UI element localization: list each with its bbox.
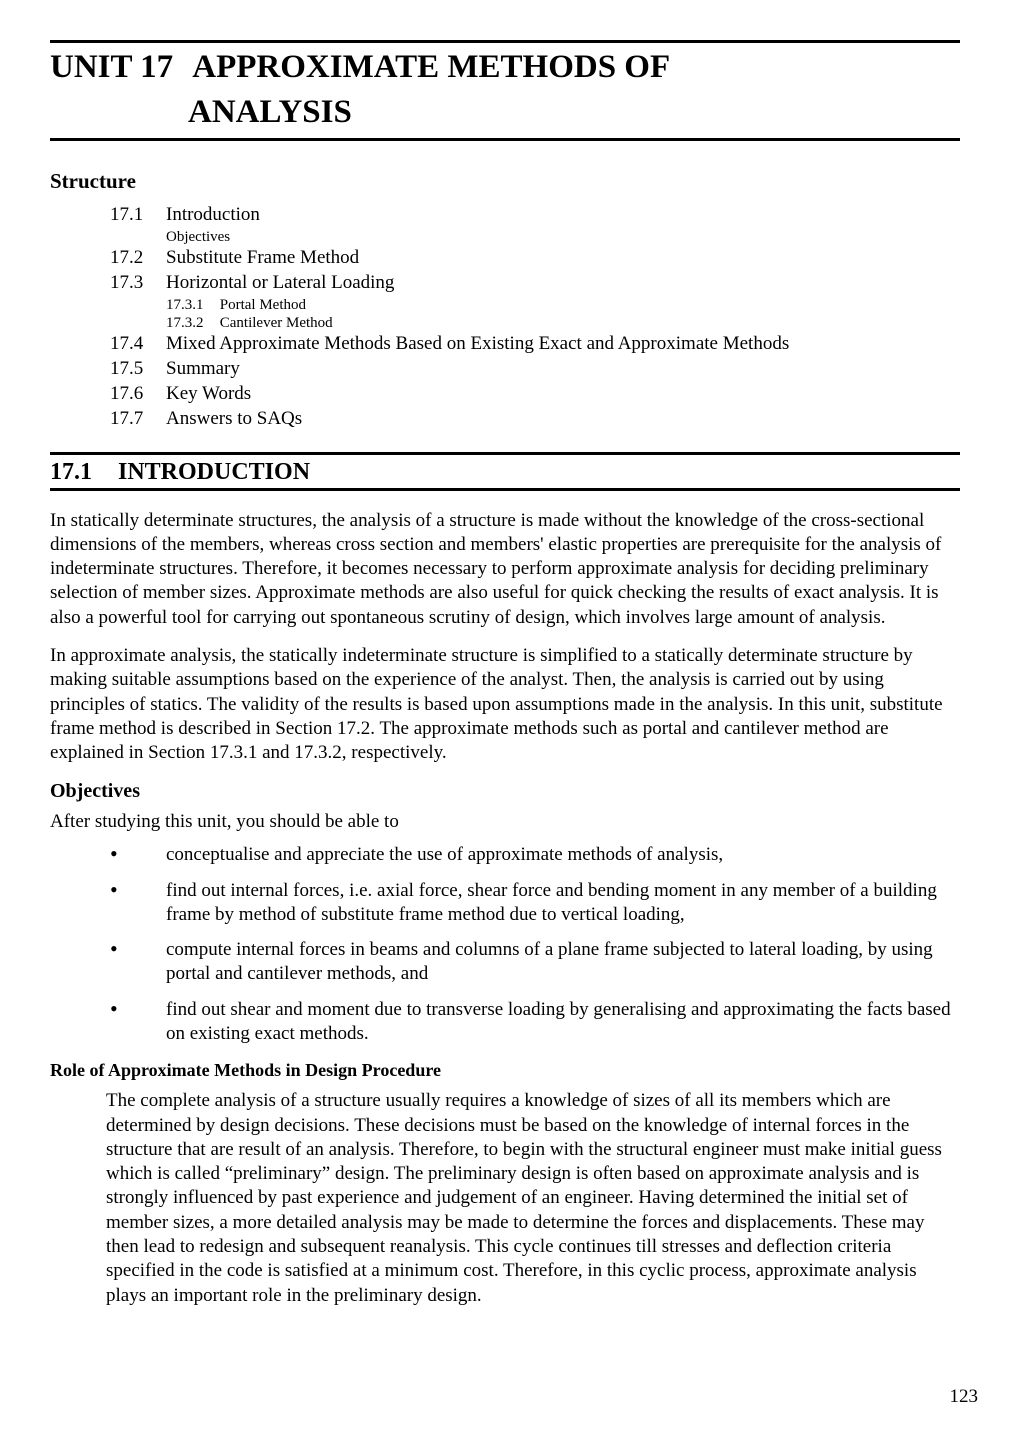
toc-subsub-text: Cantilever Method <box>220 315 333 331</box>
section-heading: 17.1 INTRODUCTION <box>50 459 960 486</box>
intro-para-2: In approximate analysis, the statically … <box>50 644 960 766</box>
toc-subsub-num: 17.3.1 <box>166 297 216 314</box>
toc-sub: Objectives <box>166 229 960 246</box>
unit-title-line1: APPROXIMATE METHODS OF <box>192 47 670 88</box>
list-item: • find out internal forces, i.e. axial f… <box>110 879 960 927</box>
toc-num: 17.5 <box>110 358 166 380</box>
objective-text: find out shear and moment due to transve… <box>166 998 960 1046</box>
objectives-heading: Objectives <box>50 780 960 803</box>
table-of-contents: 17.1 Introduction Objectives 17.2 Substi… <box>50 204 960 430</box>
toc-subsub: 17.3.1 Portal Method <box>166 297 960 314</box>
unit-title-line2: ANALYSIS <box>50 92 960 133</box>
toc-item: 17.7 Answers to SAQs <box>110 408 960 430</box>
toc-item: 17.6 Key Words <box>110 383 960 405</box>
intro-para-1: In statically determinate structures, th… <box>50 509 960 631</box>
title-rule-top <box>50 40 960 43</box>
section-rule-top <box>50 452 960 455</box>
bullet-icon: • <box>110 998 166 1046</box>
toc-subsub-num: 17.3.2 <box>166 315 216 332</box>
toc-item: 17.2 Substitute Frame Method <box>110 247 960 269</box>
role-para: The complete analysis of a structure usu… <box>106 1089 960 1308</box>
toc-item: 17.3 Horizontal or Lateral Loading <box>110 272 960 294</box>
toc-item: 17.4 Mixed Approximate Methods Based on … <box>110 333 960 355</box>
objective-text: conceptualise and appreciate the use of … <box>166 843 960 867</box>
toc-text: Answers to SAQs <box>166 408 960 430</box>
section-rule-bottom <box>50 488 960 491</box>
list-item: • conceptualise and appreciate the use o… <box>110 843 960 867</box>
objectives-list: • conceptualise and appreciate the use o… <box>50 843 960 1047</box>
toc-num: 17.1 <box>110 204 166 226</box>
toc-subsub-text: Portal Method <box>220 297 306 313</box>
unit-label: UNIT 17 <box>50 47 184 88</box>
role-heading: Role of Approximate Methods in Design Pr… <box>50 1060 960 1081</box>
toc-text: Introduction <box>166 204 960 226</box>
toc-num: 17.6 <box>110 383 166 405</box>
toc-text: Summary <box>166 358 960 380</box>
toc-text: Substitute Frame Method <box>166 247 960 269</box>
section-num: 17.1 <box>50 459 112 486</box>
toc-num: 17.7 <box>110 408 166 430</box>
toc-num: 17.2 <box>110 247 166 269</box>
objective-text: find out internal forces, i.e. axial for… <box>166 879 960 927</box>
toc-num: 17.4 <box>110 333 166 355</box>
title-rule-bottom <box>50 138 960 141</box>
bullet-icon: • <box>110 938 166 986</box>
toc-num: 17.3 <box>110 272 166 294</box>
bullet-icon: • <box>110 879 166 927</box>
page-number: 123 <box>950 1386 979 1408</box>
bullet-icon: • <box>110 843 166 867</box>
toc-subsub: 17.3.2 Cantilever Method <box>166 315 960 332</box>
structure-heading: Structure <box>50 169 960 194</box>
toc-text: Horizontal or Lateral Loading <box>166 272 960 294</box>
toc-item: 17.1 Introduction <box>110 204 960 226</box>
objective-text: compute internal forces in beams and col… <box>166 938 960 986</box>
toc-text: Mixed Approximate Methods Based on Exist… <box>166 333 960 355</box>
section-title: INTRODUCTION <box>118 459 310 485</box>
document-page: UNIT 17 APPROXIMATE METHODS OF ANALYSIS … <box>0 0 1020 1436</box>
list-item: • find out shear and moment due to trans… <box>110 998 960 1046</box>
objectives-lead: After studying this unit, you should be … <box>50 811 960 833</box>
list-item: • compute internal forces in beams and c… <box>110 938 960 986</box>
toc-item: 17.5 Summary <box>110 358 960 380</box>
toc-text: Key Words <box>166 383 960 405</box>
unit-title: UNIT 17 APPROXIMATE METHODS OF <box>50 47 960 88</box>
